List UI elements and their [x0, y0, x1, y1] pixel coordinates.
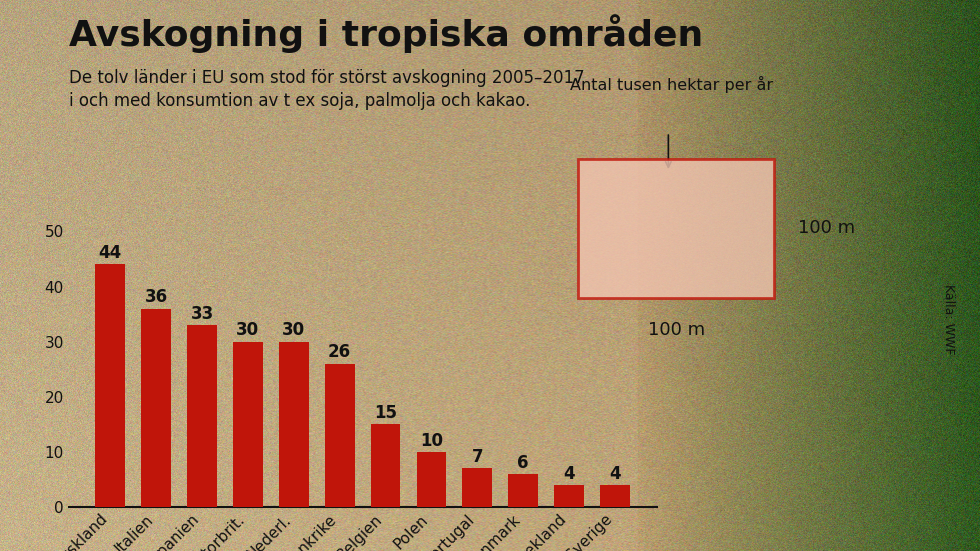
Bar [463, 468, 492, 507]
Bar [509, 474, 538, 507]
Bar [554, 485, 584, 507]
Text: 100 m: 100 m [798, 219, 855, 237]
Text: 36: 36 [145, 288, 168, 306]
Text: 10: 10 [419, 431, 443, 450]
Bar [279, 342, 309, 507]
Text: Källa: WWF: Källa: WWF [942, 284, 956, 355]
Text: Avskogning i tropiska områden: Avskogning i tropiska områden [69, 14, 703, 52]
Text: 15: 15 [374, 404, 397, 422]
Text: 30: 30 [282, 321, 306, 339]
Text: 33: 33 [190, 305, 214, 323]
Text: 7: 7 [471, 448, 483, 466]
Bar [416, 452, 446, 507]
Bar [233, 342, 263, 507]
Bar [370, 424, 401, 507]
Bar [600, 485, 630, 507]
Text: De tolv länder i EU som stod för störst avskogning 2005–2017
i och med konsumtio: De tolv länder i EU som stod för störst … [69, 69, 584, 110]
Bar [187, 325, 217, 507]
Text: Antal tusen hektar per år: Antal tusen hektar per år [570, 76, 773, 93]
Text: 30: 30 [236, 321, 260, 339]
Bar [578, 159, 774, 298]
Text: 4: 4 [564, 464, 575, 483]
Text: 44: 44 [99, 244, 122, 262]
Text: 26: 26 [328, 343, 351, 361]
Bar [95, 264, 125, 507]
Bar [324, 364, 355, 507]
Bar [141, 309, 171, 507]
Text: 6: 6 [517, 453, 529, 472]
Text: 100 m: 100 m [648, 321, 705, 339]
Text: 4: 4 [610, 464, 620, 483]
